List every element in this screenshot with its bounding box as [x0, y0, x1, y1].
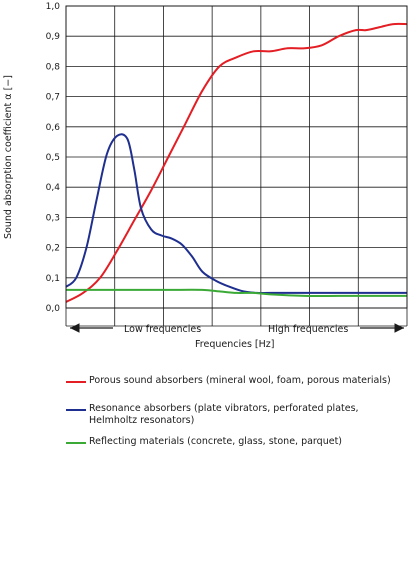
legend-swatch	[66, 409, 86, 411]
x-axis-label: Frequencies [Hz]	[195, 339, 274, 350]
legend-label: Reflecting materials (concrete, glass, s…	[89, 436, 343, 447]
x-annotation-high: High frequencies	[268, 324, 348, 335]
y-tick-label: 0,7	[46, 93, 60, 103]
y-tick-labels: 0,0 0,1 0,2 0,3 0,4 0,5 0,6 0,7 0,8 0,9 1,0	[46, 2, 61, 314]
series-resonance-line	[65, 133, 407, 295]
y-tick-label: 0,8	[46, 62, 61, 72]
legend-swatch	[66, 381, 86, 383]
legend-label: Resonance absorbers (plate vibrators, pe…	[89, 403, 359, 426]
y-tick-label: 1,0	[46, 2, 61, 12]
chart-series	[65, 22, 408, 303]
series-porous-line	[65, 22, 408, 303]
legend-swatch	[66, 442, 86, 444]
legend-label: Porous sound absorbers (mineral wool, fo…	[89, 375, 391, 386]
y-axis-label: Sound absorption coefficient α [−]	[3, 75, 14, 239]
y-tick-label: 0,4	[46, 183, 61, 193]
y-tick-label: 0,1	[46, 274, 60, 284]
chart-grid	[65, 5, 408, 327]
x-annotation-low: Low frequencies	[124, 324, 201, 335]
y-tick-label: 0,6	[46, 123, 61, 133]
absorption-chart: 0,0 0,1 0,2 0,3 0,4 0,5 0,6 0,7 0,8 0,9 1,0 Low fr…	[3, 2, 408, 350]
y-tick-label: 0,2	[46, 244, 60, 254]
series-reflecting-line	[66, 288, 407, 298]
y-tick-label: 0,5	[46, 153, 60, 163]
y-tick-label: 0,9	[46, 32, 61, 42]
plot-frame	[65, 5, 408, 309]
y-tick-label: 0,0	[46, 304, 61, 314]
y-tick-label: 0,3	[46, 213, 60, 223]
